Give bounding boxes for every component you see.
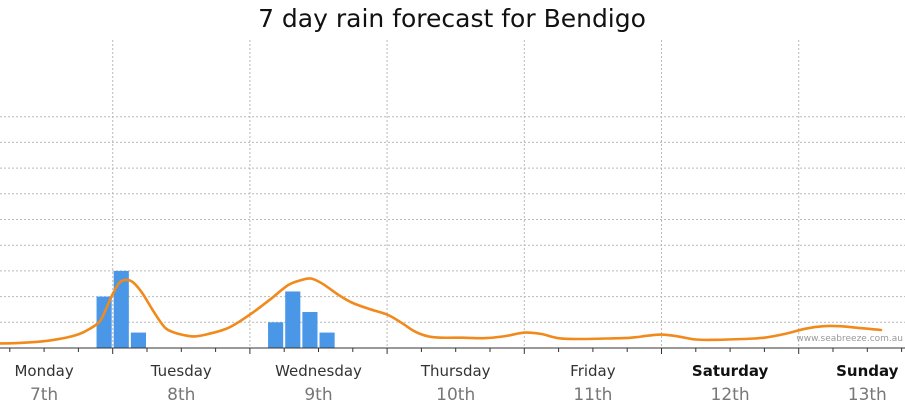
day-name-label: Sunday (836, 362, 899, 380)
chart-title: 7 day rain forecast for Bendigo (258, 4, 646, 33)
day-name-label: Thursday (420, 362, 491, 380)
day-date-label: 9th (304, 385, 332, 405)
rain-bar (96, 296, 112, 348)
rain-bar (319, 332, 335, 348)
watermark-text: www.seabreeze.com.au (796, 334, 903, 344)
day-date-label: 13th (848, 385, 887, 405)
day-name-label: Wednesday (275, 362, 362, 380)
day-labels: Monday 7th Tuesday 8th Wednesday 9th Thursday 1… (14, 362, 898, 405)
day-name-label: Tuesday (150, 362, 212, 380)
day-date-label: 12th (711, 385, 750, 405)
day-date-label: 8th (167, 385, 195, 405)
day-name-label: Monday (14, 362, 73, 380)
day-name-label: Friday (570, 362, 616, 380)
rain-bar (268, 322, 284, 348)
day-date-label: 7th (30, 385, 58, 405)
rain-bar (113, 270, 129, 348)
rain-bar (302, 312, 318, 348)
grid-lines (0, 40, 905, 348)
day-name-label: Saturday (692, 362, 769, 380)
rain-bars (96, 270, 335, 348)
x-axis (0, 347, 905, 354)
day-date-label: 11th (573, 385, 612, 405)
rain-forecast-line (0, 277, 883, 345)
day-date-label: 10th (436, 385, 475, 405)
rain-line-layer (0, 277, 883, 345)
rain-bar (285, 291, 301, 348)
rain-bar (130, 332, 146, 348)
